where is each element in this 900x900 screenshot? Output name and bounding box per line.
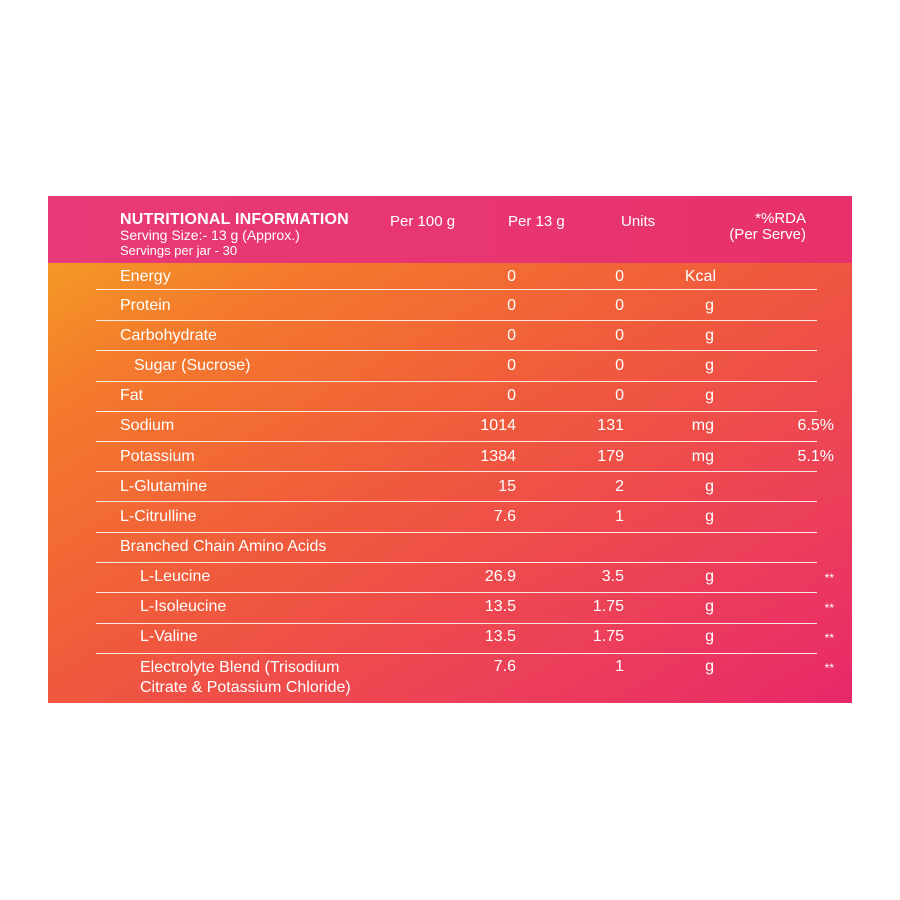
value-per-13g: 1	[615, 508, 624, 525]
nutrient-name: L-Isoleucine	[140, 598, 227, 615]
nutrient-name: L-Glutamine	[120, 478, 208, 495]
value-per-100g: 7.6	[493, 508, 516, 525]
nutrient-name: L-Leucine	[140, 568, 211, 585]
unit: g	[705, 357, 714, 374]
row-divider	[96, 532, 817, 533]
column-header-rda: *%RDA (Per Serve)	[696, 211, 806, 243]
value-per-100g: 13.5	[484, 598, 516, 615]
rda-value: **	[824, 571, 834, 585]
value-per-100g: 13.5	[484, 628, 516, 645]
unit: g	[705, 297, 714, 314]
rda-value: **	[824, 601, 834, 615]
rda-header-line2: (Per Serve)	[729, 226, 806, 243]
value-per-100g: 26.9	[484, 568, 516, 585]
table-header: NUTRITIONAL INFORMATION Serving Size:- 1…	[48, 196, 852, 263]
unit: g	[705, 508, 714, 525]
rda-value: **	[824, 661, 834, 675]
row-divider	[96, 653, 817, 654]
nutrition-title: NUTRITIONAL INFORMATION	[120, 211, 349, 228]
rda-value: **	[824, 631, 834, 645]
unit: g	[705, 628, 714, 645]
nutrient-name: Sugar (Sucrose)	[134, 357, 251, 374]
value-per-13g: 0	[615, 327, 624, 344]
column-header-per-13g: Per 13 g	[508, 213, 565, 230]
nutrient-name: Sodium	[120, 417, 175, 434]
row-divider	[96, 471, 817, 472]
nutrient-name: Potassium	[120, 448, 195, 465]
value-per-100g: 0	[507, 387, 516, 404]
nutrient-name-line1: Electrolyte Blend (Trisodium	[140, 659, 340, 676]
row-divider	[96, 441, 817, 442]
value-per-13g: 0	[615, 357, 624, 374]
unit: g	[705, 568, 714, 585]
value-per-13g: 0	[615, 297, 624, 314]
row-divider	[96, 320, 817, 321]
nutrient-name-line2: Citrate & Potassium Chloride)	[140, 679, 351, 696]
value-per-100g: 0	[507, 327, 516, 344]
unit: mg	[691, 448, 714, 465]
rda-value: 5.1%	[797, 448, 834, 465]
nutrient-group-name: Branched Chain Amino Acids	[120, 538, 327, 555]
nutrition-panel: NUTRITIONAL INFORMATION Serving Size:- 1…	[48, 196, 852, 703]
rda-header-line1: *%RDA	[755, 210, 806, 227]
unit: g	[705, 327, 714, 344]
value-per-100g: 15	[498, 478, 516, 495]
value-per-100g: 1014	[480, 417, 516, 434]
column-header-per-100g: Per 100 g	[390, 213, 456, 230]
value-per-13g: 1.75	[592, 628, 624, 645]
servings-per-jar: Servings per jar - 30	[120, 243, 238, 258]
row-divider	[96, 623, 817, 624]
value-per-100g: 1384	[480, 448, 516, 465]
unit: g	[705, 387, 714, 404]
row-divider	[96, 562, 817, 563]
row-divider	[96, 289, 817, 290]
value-per-100g: 7.6	[493, 658, 516, 675]
value-per-13g: 0	[615, 387, 624, 404]
unit: g	[705, 658, 714, 675]
row-divider	[96, 501, 817, 502]
value-per-13g: 179	[597, 448, 624, 465]
nutrient-name: L-Citrulline	[120, 508, 197, 525]
nutrient-name: L-Valine	[140, 628, 198, 645]
value-per-100g: 0	[507, 268, 516, 285]
value-per-13g: 1	[615, 658, 624, 675]
row-divider	[96, 350, 817, 351]
nutrient-name: Electrolyte Blend (Trisodium Citrate & P…	[140, 658, 351, 698]
nutrient-name: Protein	[120, 297, 171, 314]
row-divider	[96, 381, 817, 382]
unit: Kcal	[684, 268, 716, 285]
row-divider	[96, 411, 817, 412]
column-header-units: Units	[621, 213, 656, 230]
value-per-13g: 1.75	[592, 598, 624, 615]
unit: mg	[691, 417, 714, 434]
nutrient-name: Fat	[120, 387, 144, 404]
serving-size: Serving Size:- 13 g (Approx.)	[120, 227, 300, 243]
value-per-100g: 0	[507, 357, 516, 374]
nutrient-name: Energy	[120, 268, 171, 285]
value-per-13g: 2	[615, 478, 624, 495]
value-per-13g: 0	[615, 268, 624, 285]
row-divider	[96, 592, 817, 593]
value-per-13g: 131	[597, 417, 624, 434]
rda-value: 6.5%	[797, 417, 834, 434]
unit: g	[705, 598, 714, 615]
nutrient-name: Carbohydrate	[120, 327, 217, 344]
value-per-13g: 3.5	[601, 568, 624, 585]
value-per-100g: 0	[507, 297, 516, 314]
unit: g	[705, 478, 714, 495]
